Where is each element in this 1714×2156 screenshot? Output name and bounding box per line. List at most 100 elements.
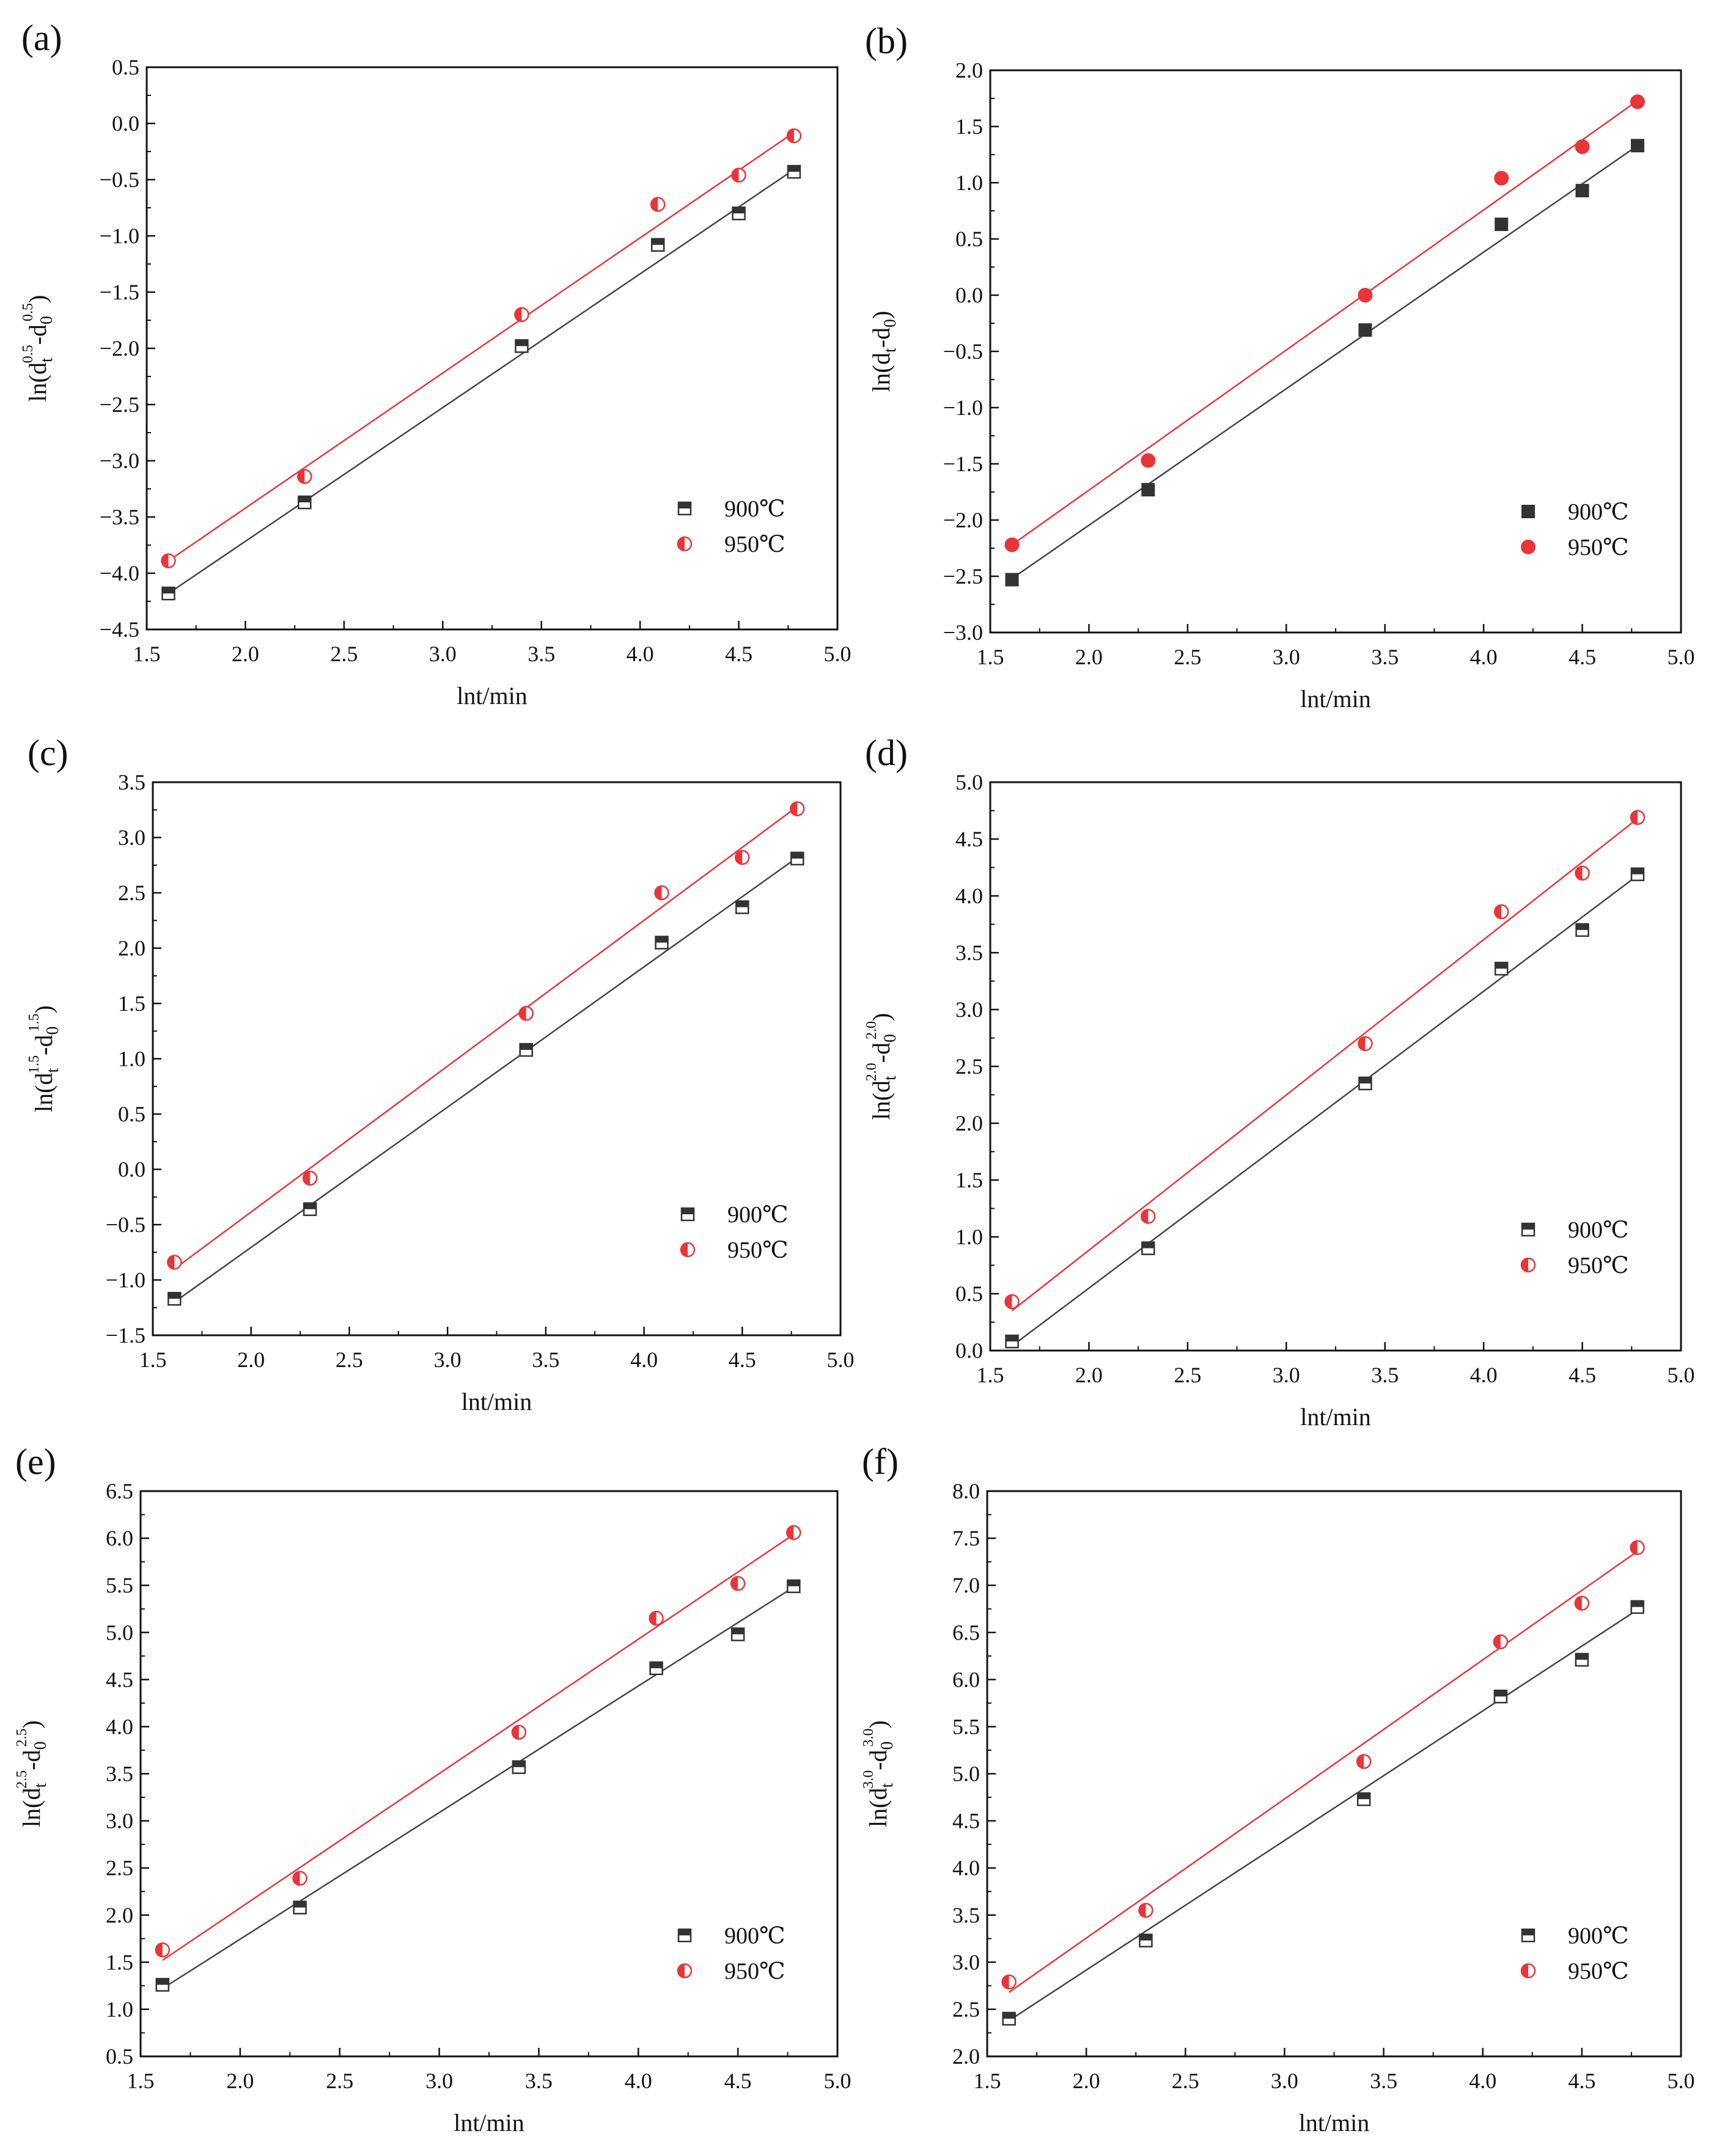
y-tick-label: 4.5 [106,1667,133,1692]
data-point [1141,1209,1156,1224]
y-tick-label: 2.5 [955,1054,983,1079]
legend-label: 900℃ [724,496,785,522]
data-point [1001,1974,1017,1990]
y-axis-title: ln(dt2.5-d02.5) [14,1720,50,1827]
chart-panel-5: (f)1.5 2.0 2.5 3.0 3.5 4.0 4.5 5.02.02.53.03.54… [861,1442,1695,2136]
y-tick-label: −4.5 [100,617,139,642]
data-point [1493,1689,1508,1704]
y-tick-label: 6.5 [952,1620,980,1645]
series-0 [167,851,804,1306]
data-point [730,1575,746,1591]
series-0 [1005,867,1645,1349]
chart-panel-2: (c) 1.5 2.0 2.5 3.0 3.5 4.0 4.5 5.0 −1.5 −1.0 −0.5 0… [26,733,855,1415]
y-tick-label: 7.5 [952,1526,980,1550]
x-tick-label: 3.0 [434,1348,462,1372]
x-tick-label: 4.0 [1469,2069,1496,2093]
legend-label: 950℃ [727,1238,789,1263]
data-point [1139,1934,1153,1948]
y-tick-label: 3.5 [952,1903,980,1927]
series-1 [1001,1540,1645,1993]
series-0 [1005,139,1644,587]
x-tick-label: 2.0 [1075,645,1103,669]
data-point [1630,1540,1645,1555]
x-tick-label: 5.0 [1668,2069,1695,2093]
y-tick-label: 6.0 [952,1667,980,1692]
data-point [292,1871,307,1886]
data-point [1630,139,1644,153]
legend-marker [677,1963,693,1979]
chart-panel-1: (b) 1.5 2.0 2.5 3.0 3.5 4.0 4.5 5.0 −3.0 −2.5 −2.0 −… [865,21,1695,713]
legend-marker [680,1242,696,1258]
y-tick-label: 8.0 [952,1479,980,1503]
chart-panel-3: (d) 1.5 2.0 2.5 3.0 3.5 4.0 4.5 5.0 0.0 0.5 1.0 1.5 2… [864,733,1695,1431]
fit-line [1011,100,1638,546]
y-tick-label: 6.0 [106,1526,133,1550]
legend-label: 900℃ [724,1923,785,1949]
data-point [293,1901,307,1915]
fit-line [167,131,795,562]
legend-entry-0: 900℃ [1521,1923,1629,1949]
data-point [654,885,669,901]
y-tick-label: 4.0 [955,884,983,908]
data-point [790,851,804,866]
legend-entry-0: 900℃ [680,1202,789,1228]
panel-label: (c) [28,733,68,773]
data-point [1358,1036,1373,1052]
x-tick-label: 2.5 [330,642,358,666]
y-tick-label: −2.0 [100,336,139,361]
panel-label: (a) [21,18,62,58]
legend-entry-1: 950℃ [1521,535,1629,560]
legend-entry-1: 950℃ [680,1238,789,1263]
y-tick-label: 0.5 [112,55,139,79]
x-tick-label: 2.0 [1073,2069,1100,2093]
panel-label: (b) [865,21,908,61]
y-axis-title: ln(dt-d0) [867,311,900,392]
x-tick-label: 4.5 [724,2069,752,2093]
x-tick-label: 5.0 [824,642,851,666]
y-tick-label: 3.5 [955,941,983,965]
y-tick-label: 0.0 [118,1157,145,1182]
x-tick-label: 2.5 [1174,645,1201,669]
series-0 [1002,1600,1644,2026]
x-axis-title: lnt/min [454,2109,524,2136]
x-tick-label: 1.5 [977,645,1004,669]
legend-entry-0: 900℃ [1521,499,1629,525]
legend-marker [1521,1222,1536,1237]
x-axis-title: lnt/min [1299,2109,1370,2136]
data-point [511,1725,527,1740]
data-point [1575,183,1589,197]
data-point [518,1006,534,1021]
data-point [1575,139,1590,155]
data-point [1138,1902,1153,1918]
data-point [303,1202,317,1216]
x-tick-label: 4.5 [1569,1363,1596,1387]
data-point [731,167,746,183]
y-tick-label: 0.5 [955,1282,983,1306]
legend-label: 950℃ [1568,1253,1629,1278]
x-axis-title: lnt/min [457,682,528,710]
x-tick-label: 3.5 [1371,1363,1399,1387]
x-tick-label: 3.0 [425,2069,453,2093]
series-0 [155,1579,801,1992]
data-point [649,1661,663,1676]
data-point [1630,94,1645,109]
y-tick-label: −3.0 [943,620,983,645]
series-1 [161,128,802,569]
x-tick-label: 4.0 [625,2069,652,2093]
legend-marker [680,1207,695,1222]
x-tick-label: 3.0 [1273,1363,1300,1387]
x-tick-label: 1.5 [977,1363,1004,1387]
x-tick-label: 3.5 [528,642,555,666]
legend-marker [1521,540,1536,554]
series-1 [167,801,805,1270]
y-tick-label: 5.0 [955,770,983,794]
y-tick-label: 4.0 [106,1714,133,1739]
y-tick-label: 3.0 [952,1950,980,1975]
y-tick-label: 2.5 [952,1997,980,2022]
data-point [1493,904,1509,920]
y-tick-label: 5.5 [952,1714,980,1739]
data-point [161,586,175,601]
y-tick-label: −1.5 [943,452,983,476]
y-tick-label: 2.0 [118,936,145,961]
legend-label: 950℃ [724,1959,785,1984]
